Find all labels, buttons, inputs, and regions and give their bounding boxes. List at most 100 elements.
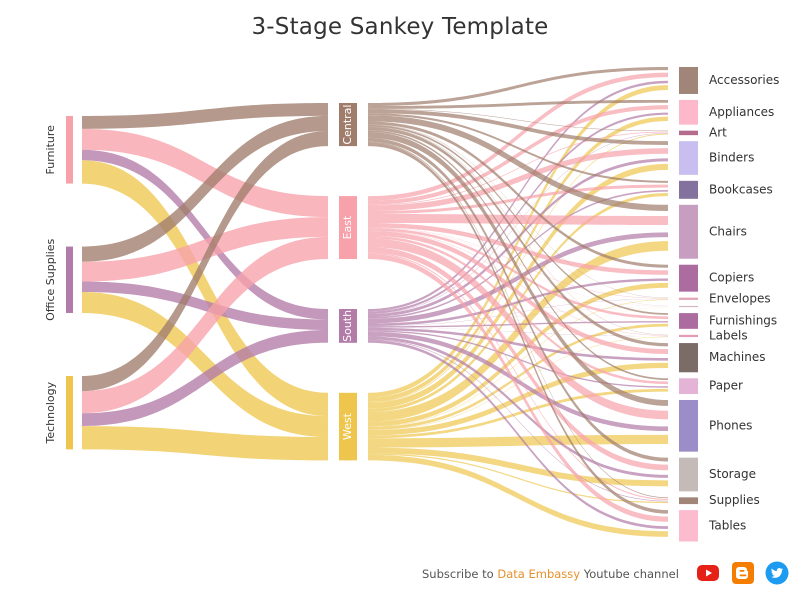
region-node-east bbox=[339, 196, 357, 260]
link-east-to-machines bbox=[368, 230, 668, 355]
link-south-to-tables bbox=[368, 339, 668, 529]
region-node-west bbox=[339, 392, 357, 461]
link-technology-to-central bbox=[82, 130, 328, 392]
region-label-east: East bbox=[341, 215, 354, 239]
subcategory-label-binders: Binders bbox=[709, 150, 754, 164]
category-node-technology bbox=[66, 375, 73, 450]
twitter-icon[interactable] bbox=[765, 561, 789, 585]
subcategory-node-bookcases bbox=[679, 180, 698, 199]
subcategory-label-art: Art bbox=[709, 125, 727, 139]
link-central-to-bookcases bbox=[368, 113, 668, 183]
link-east-to-labels bbox=[368, 230, 668, 336]
subcategory-node-labels bbox=[679, 334, 698, 338]
link-east-to-bookcases bbox=[368, 184, 668, 215]
link-central-to-fasteners bbox=[368, 124, 668, 306]
subcategory-label-tables: Tables bbox=[708, 518, 746, 532]
link-central-to-appliances bbox=[368, 99, 668, 109]
region-node-south bbox=[339, 309, 357, 343]
link-west-to-envelopes bbox=[368, 299, 668, 427]
link-south-to-fasteners bbox=[368, 307, 668, 327]
link-furniture-to-south bbox=[82, 149, 328, 320]
subcategory-node-phones bbox=[679, 399, 698, 452]
footer-prefix: Subscribe to bbox=[422, 567, 498, 581]
link-east-to-envelopes bbox=[368, 227, 668, 299]
link-east-to-binders bbox=[368, 148, 668, 212]
link-south-to-storage bbox=[368, 336, 668, 478]
subcategory-label-copiers: Copiers bbox=[709, 271, 754, 285]
link-west-to-copiers bbox=[368, 282, 668, 427]
subcategory-node-accessories bbox=[679, 67, 698, 94]
link-central-to-paper bbox=[368, 130, 668, 381]
subcategory-node-storage bbox=[679, 457, 698, 492]
blogger-icon[interactable] bbox=[731, 561, 755, 585]
link-south-to-envelopes bbox=[368, 298, 668, 327]
category-label-technology: Technology bbox=[44, 381, 57, 444]
link-west-to-binders bbox=[368, 163, 668, 409]
stage1-links bbox=[82, 103, 328, 461]
link-central-to-art bbox=[368, 108, 668, 132]
subcategory-label-furnishings: Furnishings bbox=[709, 313, 777, 327]
stage2-links bbox=[368, 67, 668, 537]
youtube-icon[interactable] bbox=[696, 561, 720, 585]
link-south-to-machines bbox=[368, 327, 668, 361]
link-south-to-supplies bbox=[368, 339, 668, 502]
link-south-to-copiers bbox=[368, 278, 668, 326]
link-west-to-machines bbox=[368, 362, 668, 436]
subcategory-label-chairs: Chairs bbox=[709, 224, 747, 238]
link-furniture-to-west bbox=[82, 160, 328, 417]
subcategory-node-tables bbox=[679, 510, 698, 542]
link-east-to-furnishings bbox=[368, 227, 668, 319]
link-south-to-phones bbox=[368, 331, 668, 432]
region-label-west: West bbox=[341, 412, 354, 440]
link-central-to-phones bbox=[368, 132, 668, 406]
chart-title: 3-Stage Sankey Template bbox=[251, 14, 549, 40]
link-office-supplies-to-east bbox=[82, 217, 328, 282]
link-central-to-machines bbox=[368, 126, 668, 347]
subcategory-node-appliances bbox=[679, 99, 698, 125]
subcategory-label-accessories: Accessories bbox=[709, 73, 779, 87]
link-west-to-phones bbox=[368, 434, 668, 448]
link-central-to-supplies bbox=[368, 141, 668, 499]
subcategory-label-paper: Paper bbox=[709, 379, 743, 393]
link-east-to-appliances bbox=[368, 105, 668, 205]
subcategory-node-machines bbox=[679, 343, 698, 373]
link-east-to-tables bbox=[368, 253, 668, 522]
sankey-nodes bbox=[66, 67, 698, 542]
category-label-office-supplies: Office Supplies bbox=[44, 238, 57, 320]
category-node-office-supplies bbox=[66, 246, 73, 313]
link-west-to-fasteners bbox=[368, 307, 668, 428]
region-label-central: Central bbox=[341, 105, 354, 145]
link-west-to-appliances bbox=[368, 116, 668, 403]
link-office-supplies-to-west bbox=[82, 292, 328, 438]
subcategory-node-chairs bbox=[679, 204, 698, 259]
link-office-supplies-to-central bbox=[82, 115, 328, 262]
subcategory-label-appliances: Appliances bbox=[709, 105, 774, 119]
link-central-to-labels bbox=[368, 126, 668, 336]
link-central-to-accessories bbox=[368, 67, 668, 107]
region-label-south: South bbox=[341, 310, 354, 342]
subcategory-label-labels: Labels bbox=[709, 328, 748, 342]
subcategory-label-phones: Phones bbox=[709, 418, 752, 432]
link-west-to-tables bbox=[368, 454, 668, 537]
subcategory-label-storage: Storage bbox=[709, 467, 756, 481]
link-east-to-copiers bbox=[368, 223, 668, 275]
link-central-to-tables bbox=[368, 142, 668, 514]
link-furniture-to-east bbox=[82, 128, 328, 218]
link-east-to-accessories bbox=[368, 72, 668, 201]
link-central-to-furnishings bbox=[368, 124, 668, 315]
category-node-furniture bbox=[66, 116, 73, 184]
subcategory-node-copiers bbox=[679, 264, 698, 292]
subcategory-label-envelopes: Envelopes bbox=[709, 291, 771, 305]
link-east-to-storage bbox=[368, 247, 668, 471]
link-furniture-to-central bbox=[82, 103, 328, 129]
data-embassy-link[interactable]: Data Embassy bbox=[497, 567, 581, 581]
category-label-furniture: Furniture bbox=[44, 125, 57, 175]
subcategory-label-machines: Machines bbox=[709, 350, 765, 364]
footer-text: Subscribe to Data Embassy Youtube channe… bbox=[422, 567, 679, 581]
subcategory-node-furnishings bbox=[679, 313, 698, 329]
link-central-to-binders bbox=[368, 109, 668, 145]
subcategory-label-supplies: Supplies bbox=[709, 493, 760, 507]
subcategory-label-bookcases: Bookcases bbox=[709, 182, 773, 196]
subcategory-node-art bbox=[679, 130, 698, 136]
link-south-to-appliances bbox=[368, 112, 668, 314]
